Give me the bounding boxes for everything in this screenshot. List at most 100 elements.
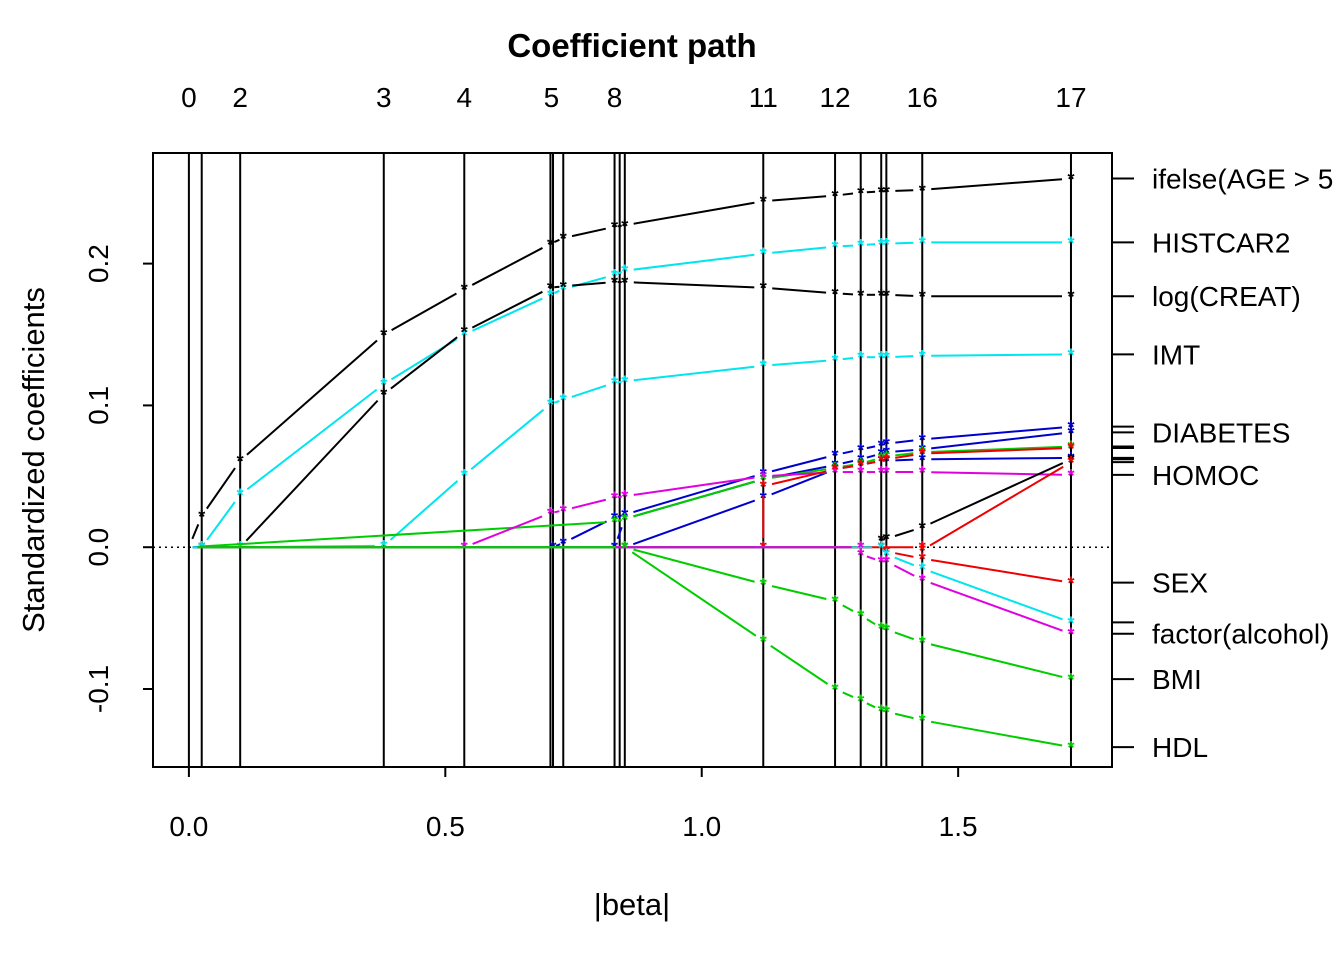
series-segment: [617, 518, 622, 522]
top-axis-label: 2: [232, 82, 248, 113]
series-segment: [470, 408, 545, 470]
x-tick-label: 0.5: [426, 811, 465, 842]
data-point: *: [857, 286, 864, 306]
series-segment: [895, 294, 914, 297]
data-point: *: [857, 236, 864, 256]
data-point: *: [237, 452, 244, 472]
data-point: *: [1067, 418, 1074, 438]
series-segment: [866, 618, 876, 626]
top-axis-label: 5: [544, 82, 560, 113]
data-point: *: [878, 552, 885, 572]
data-point: *: [1067, 738, 1074, 758]
series-segment: [389, 480, 459, 541]
series-segment: [882, 627, 886, 630]
data-point: *: [878, 619, 885, 639]
data-point: *: [883, 447, 890, 467]
data-point: *: [1067, 233, 1074, 253]
series-segment: [617, 380, 622, 384]
data-point: *: [857, 456, 864, 476]
series-segment: [571, 384, 607, 398]
data-point: *: [832, 351, 839, 371]
series-segment: [929, 465, 1064, 547]
series-segment: [842, 244, 854, 248]
series-segment: [842, 460, 854, 465]
data-point: *: [547, 279, 554, 299]
data-point: *: [560, 391, 567, 411]
data-point: *: [857, 545, 864, 565]
data-point: *: [832, 463, 839, 483]
series-segment: [246, 388, 378, 491]
series-segment: [553, 400, 560, 404]
data-point: *: [560, 229, 567, 249]
data-point: *: [919, 571, 926, 591]
data-point: *: [611, 508, 618, 528]
data-point: *: [857, 691, 864, 711]
top-axis: 0 2 3 4 5 8 11 12 16 17: [181, 82, 1086, 113]
series-segment: [882, 538, 886, 541]
series-segment: [895, 189, 914, 192]
data-point: *: [621, 538, 628, 558]
data-point: *: [621, 538, 628, 558]
data-point: *: [461, 326, 468, 346]
data-point: *: [760, 467, 767, 487]
series-histcar2: ***************: [192, 233, 1074, 558]
series-segment: [631, 551, 757, 637]
x-tick-label: 1.0: [682, 811, 721, 842]
data-point: *: [857, 455, 864, 475]
data-point: *: [878, 235, 885, 255]
data-point: *: [461, 323, 468, 343]
series-segment: [894, 712, 914, 720]
series-segment: [894, 556, 915, 567]
series-segment: [895, 439, 914, 444]
series-unnamed-7: ********: [197, 449, 1074, 558]
series-segment: [894, 529, 914, 537]
data-point: *: [611, 266, 618, 286]
y-tick-label: 0.2: [83, 244, 114, 283]
data-point: *: [878, 452, 885, 472]
data-point: *: [857, 450, 864, 470]
coefficient-series: ***** ** ** * * ** ****** ** ** * * ** * **** * * * * * * **…: [191, 170, 1074, 758]
right-axis-label: DIABETES: [1152, 417, 1290, 448]
series-segment: [554, 285, 560, 289]
data-point: *: [919, 518, 926, 538]
data-point: *: [198, 507, 205, 527]
top-axis-label: 11: [749, 82, 778, 113]
series-segment: [553, 289, 560, 295]
data-point: *: [878, 538, 885, 558]
series-factor-alcohol: ****: [197, 538, 1074, 633]
data-point: *: [919, 181, 926, 201]
data-point: *: [883, 286, 890, 306]
data-point: *: [832, 456, 839, 476]
data-point: *: [883, 450, 890, 470]
data-point: *: [883, 348, 890, 368]
series-segment: [633, 480, 755, 518]
series-segment: [930, 462, 1064, 525]
series-segment: [471, 247, 543, 286]
series-segment: [931, 353, 1062, 357]
series-segment: [206, 501, 236, 541]
data-point: *: [878, 286, 885, 306]
data-point: *: [919, 443, 926, 463]
data-point: *: [919, 347, 926, 367]
data-point: *: [547, 235, 554, 255]
data-point: *: [621, 273, 628, 293]
data-point: *: [919, 538, 926, 558]
data-point: *: [919, 445, 926, 465]
series-segment: [633, 201, 755, 225]
data-point: *: [1067, 613, 1074, 633]
series-segment: [931, 432, 1063, 450]
data-point: *: [621, 506, 628, 526]
series-segment: [881, 548, 886, 553]
data-point: *: [760, 470, 767, 490]
data-point: *: [919, 440, 926, 460]
data-point: *: [237, 486, 244, 506]
series-segment: [842, 604, 854, 612]
series-segment: [632, 499, 756, 546]
data-point: *: [883, 235, 890, 255]
right-axis: ifelse(AGE > 5 HISTCAR2 log(CREAT) IMT DIABE…: [1112, 164, 1333, 763]
data-point: *: [560, 277, 567, 297]
series-segment: [246, 339, 378, 456]
data-point: *: [1067, 466, 1074, 486]
data-point: *: [832, 446, 839, 466]
x-tick-label: 1.5: [939, 811, 978, 842]
